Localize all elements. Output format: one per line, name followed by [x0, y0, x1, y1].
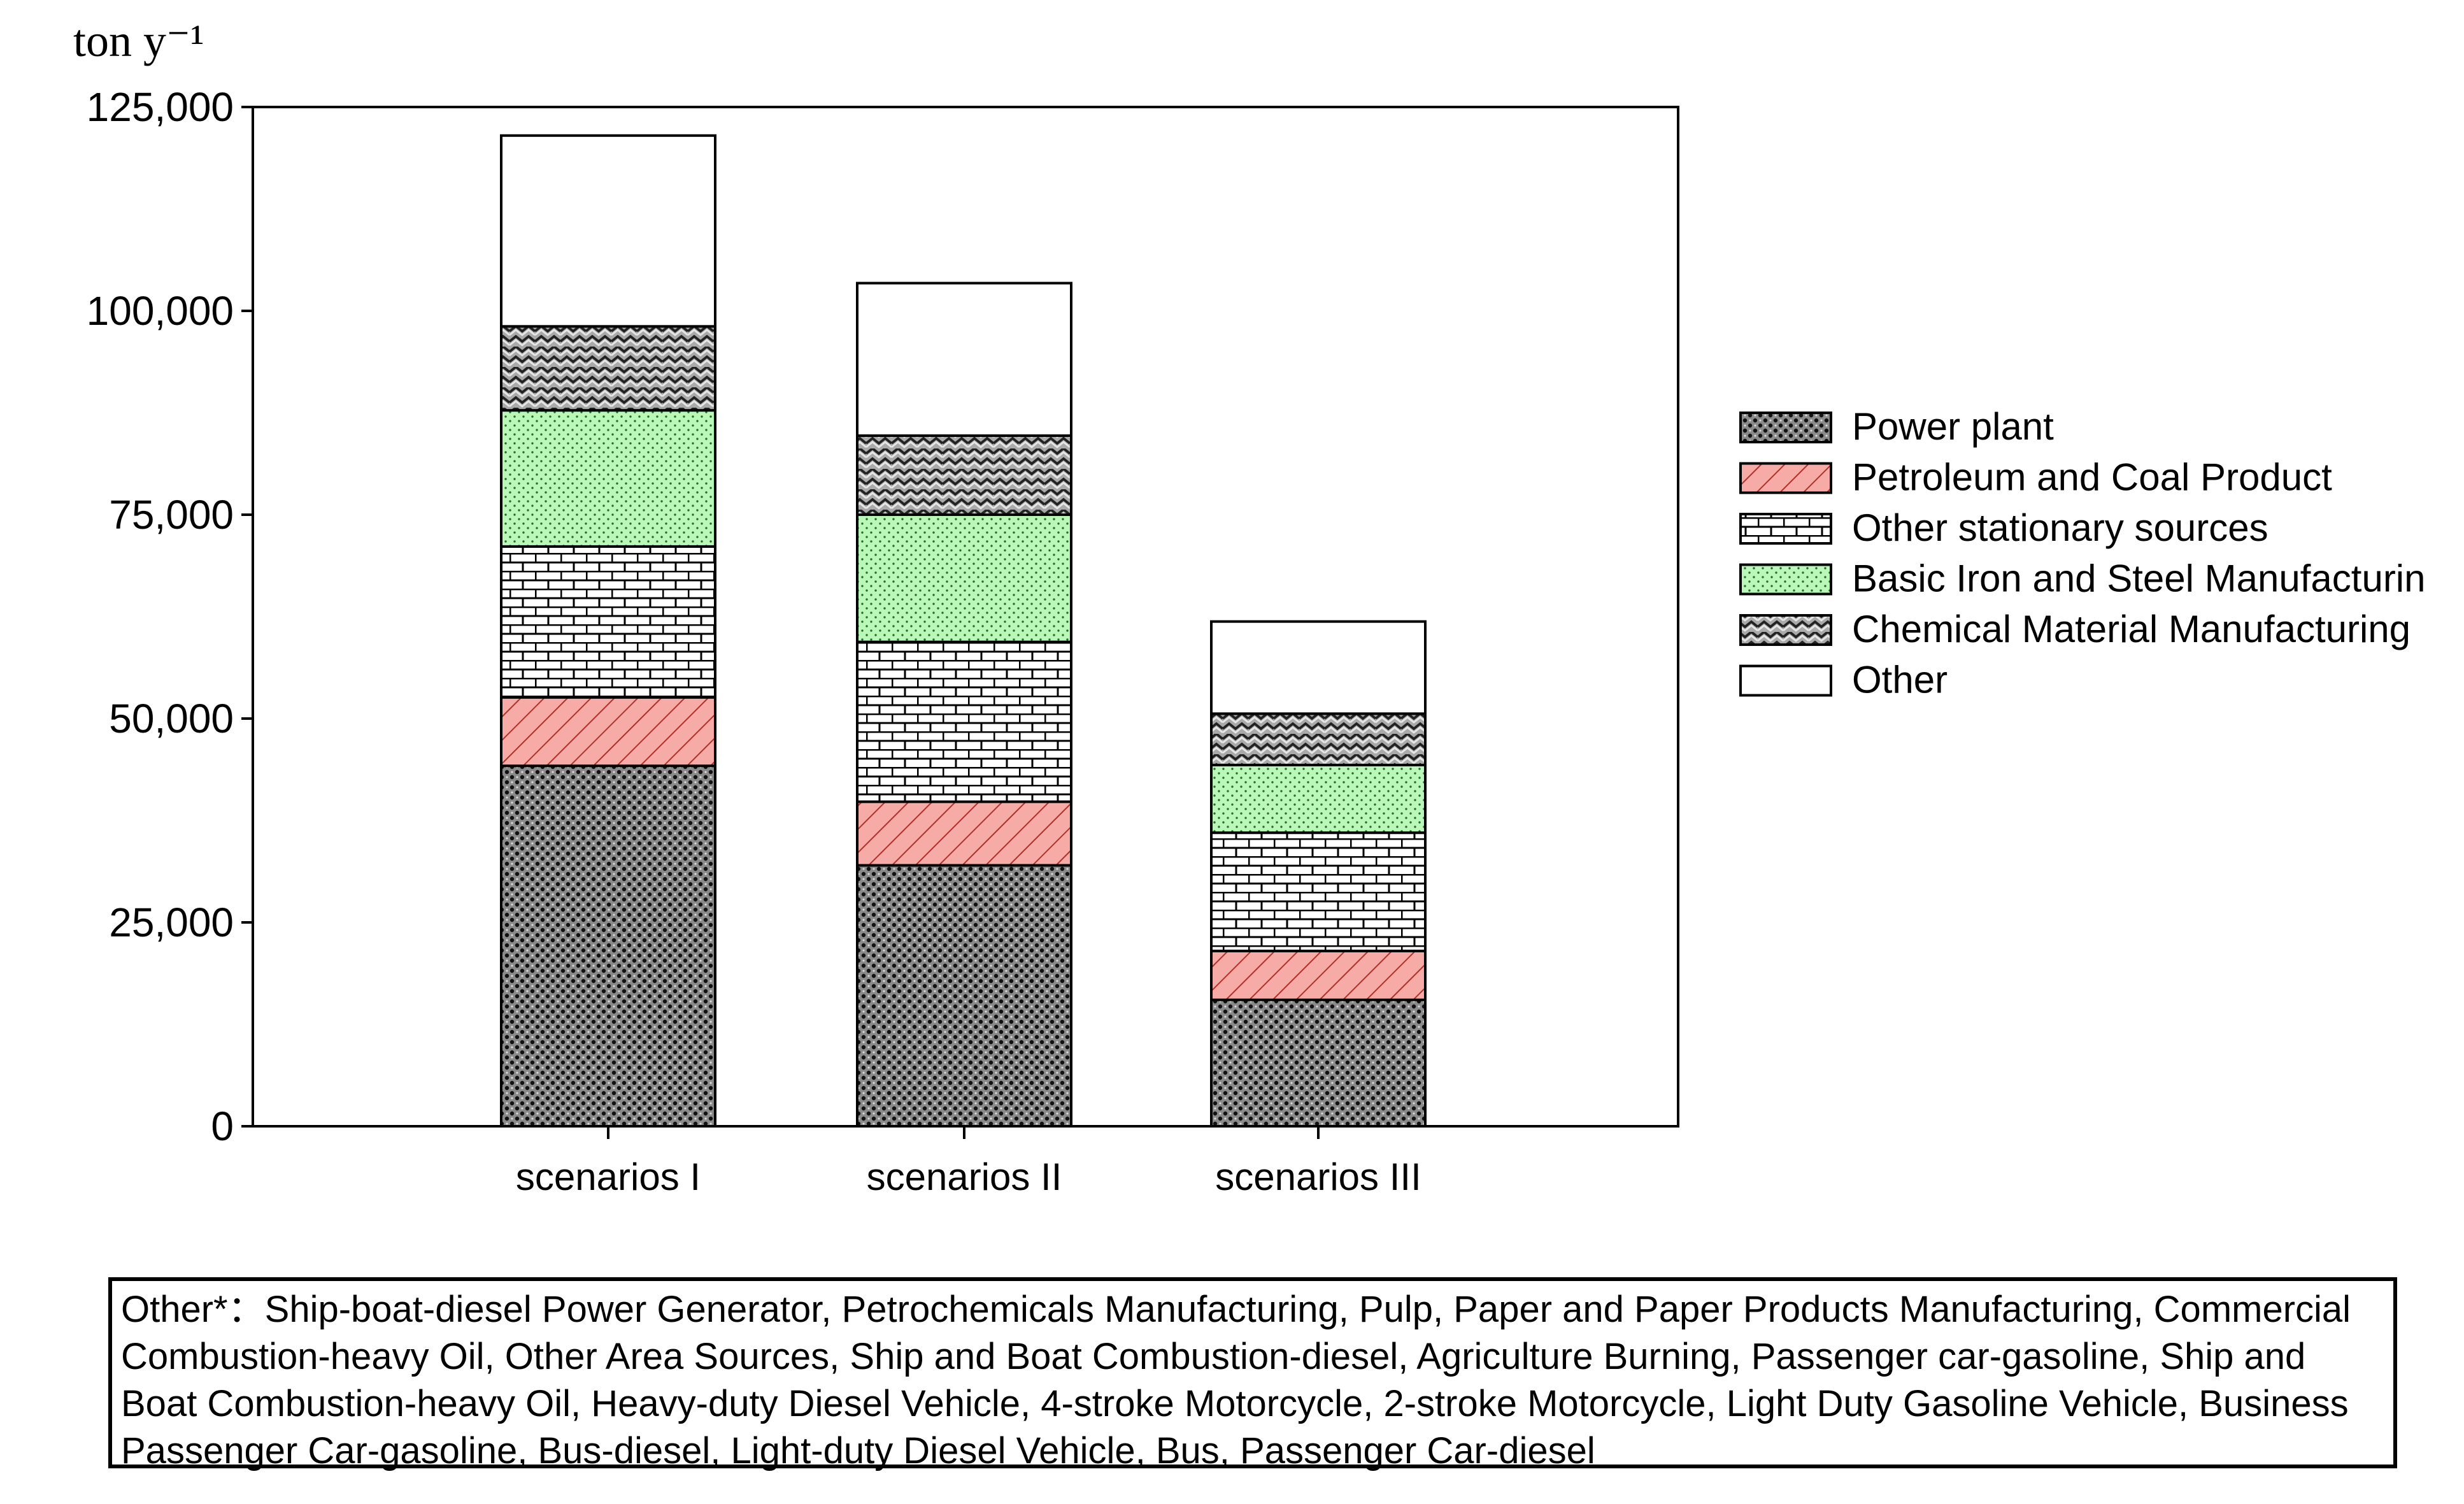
bar-segment-other-stationary-sources	[500, 545, 716, 699]
bar-segment-chemical-material-manufacturing	[500, 325, 716, 412]
stacked-bar-chart: ton y⁻¹ 0 25,000 50,000 75,000 100,000 125,00…	[73, 15, 2426, 1198]
bar-segment-other-stationary-sources	[856, 640, 1072, 803]
x-category-label: scenarios III	[1215, 1156, 1421, 1198]
legend-entry-label: Other stationary sources	[1852, 506, 2268, 549]
bar-segment-power-plant	[856, 864, 1072, 1128]
legend: Power plant Petroleum and Coal Product Oth…	[1739, 405, 2426, 701]
plot-frame	[252, 106, 1679, 1128]
y-tick-label: 125,000	[87, 84, 234, 130]
bar-segment-basic-iron-and-steel-manufacturin	[1210, 763, 1427, 834]
bar-segment-other	[500, 134, 716, 328]
bar-stacks	[500, 134, 1427, 1128]
legend-swatch	[1739, 664, 1832, 697]
bar-segment-other	[856, 282, 1072, 437]
x-category-label: scenarios II	[867, 1156, 1062, 1198]
bar-segment-power-plant	[1210, 998, 1427, 1128]
legend-swatch	[1739, 563, 1832, 596]
y-tick-label: 100,000	[87, 288, 234, 334]
bar-segment-power-plant	[500, 764, 716, 1128]
x-category-label: scenarios I	[516, 1156, 701, 1198]
bar-segment-basic-iron-and-steel-manufacturin	[500, 409, 716, 548]
bar-segment-other	[1210, 620, 1427, 715]
legend-entry-label: Basic Iron and Steel Manufacturin	[1852, 557, 2426, 600]
bar-segment-basic-iron-and-steel-manufacturin	[856, 513, 1072, 643]
legend-swatch	[1739, 412, 1832, 443]
y-axis: 0 25,000 50,000 75,000 100,000 125,000	[87, 84, 253, 1149]
legend-entry-label: Other	[1852, 659, 1948, 701]
legend-swatch	[1739, 462, 1832, 494]
y-tick-label: 50,000	[109, 696, 234, 741]
legend-entry-label: Petroleum and Coal Product	[1852, 456, 2332, 499]
bar-segment-petroleum-and-coal-product	[856, 800, 1072, 867]
legend-entry-label: Power plant	[1852, 405, 2054, 448]
bar-segment-petroleum-and-coal-product	[1210, 949, 1427, 1001]
bar-segment-chemical-material-manufacturing	[1210, 712, 1427, 766]
y-tick-label: 25,000	[109, 899, 234, 945]
y-tick-label: 75,000	[109, 492, 234, 538]
y-axis-unit-label: ton y⁻¹	[73, 15, 204, 66]
bar-segment-petroleum-and-coal-product	[500, 696, 716, 768]
y-tick-label: 0	[211, 1103, 234, 1149]
bar-segment-other-stationary-sources	[1210, 831, 1427, 952]
legend-entry-label: Chemical Material Manufacturing	[1852, 608, 2411, 650]
other-sources-note: Other*：Ship-boat-diesel Power Generator,…	[108, 1277, 2397, 1472]
x-axis: scenarios I scenarios II scenarios III	[516, 1126, 1421, 1198]
bar-segment-chemical-material-manufacturing	[856, 434, 1072, 517]
legend-swatch	[1739, 614, 1832, 646]
legend-swatch	[1739, 513, 1832, 545]
